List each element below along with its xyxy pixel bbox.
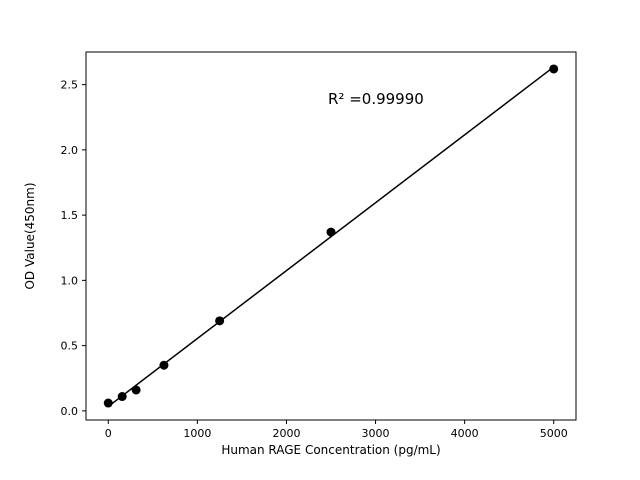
data-point [215,316,225,326]
data-point [159,360,169,370]
x-axis-label: Human RAGE Concentration (pg/mL) [221,443,441,457]
data-point [117,392,127,402]
y-tick-label: 2.5 [61,79,79,92]
y-axis-label: OD Value(450nm) [23,182,37,290]
x-tick-label: 4000 [451,427,479,440]
x-tick-label: 1000 [183,427,211,440]
y-tick-label: 2.0 [61,144,79,157]
x-tick-label: 5000 [540,427,568,440]
x-tick-label: 2000 [272,427,300,440]
fit-line [107,66,555,408]
data-point [103,398,113,408]
x-tick-label: 3000 [362,427,390,440]
y-tick-label: 0.0 [61,405,79,418]
data-point [131,385,141,395]
axes-box [85,51,577,421]
data-point [549,64,559,74]
r-squared-annotation: R² =0.99990 [328,90,424,108]
y-tick-label: 1.5 [61,209,79,222]
x-tick-label: 0 [105,427,112,440]
data-point [326,227,336,237]
y-tick-label: 1.0 [61,274,79,287]
y-tick-label: 0.5 [61,340,79,353]
